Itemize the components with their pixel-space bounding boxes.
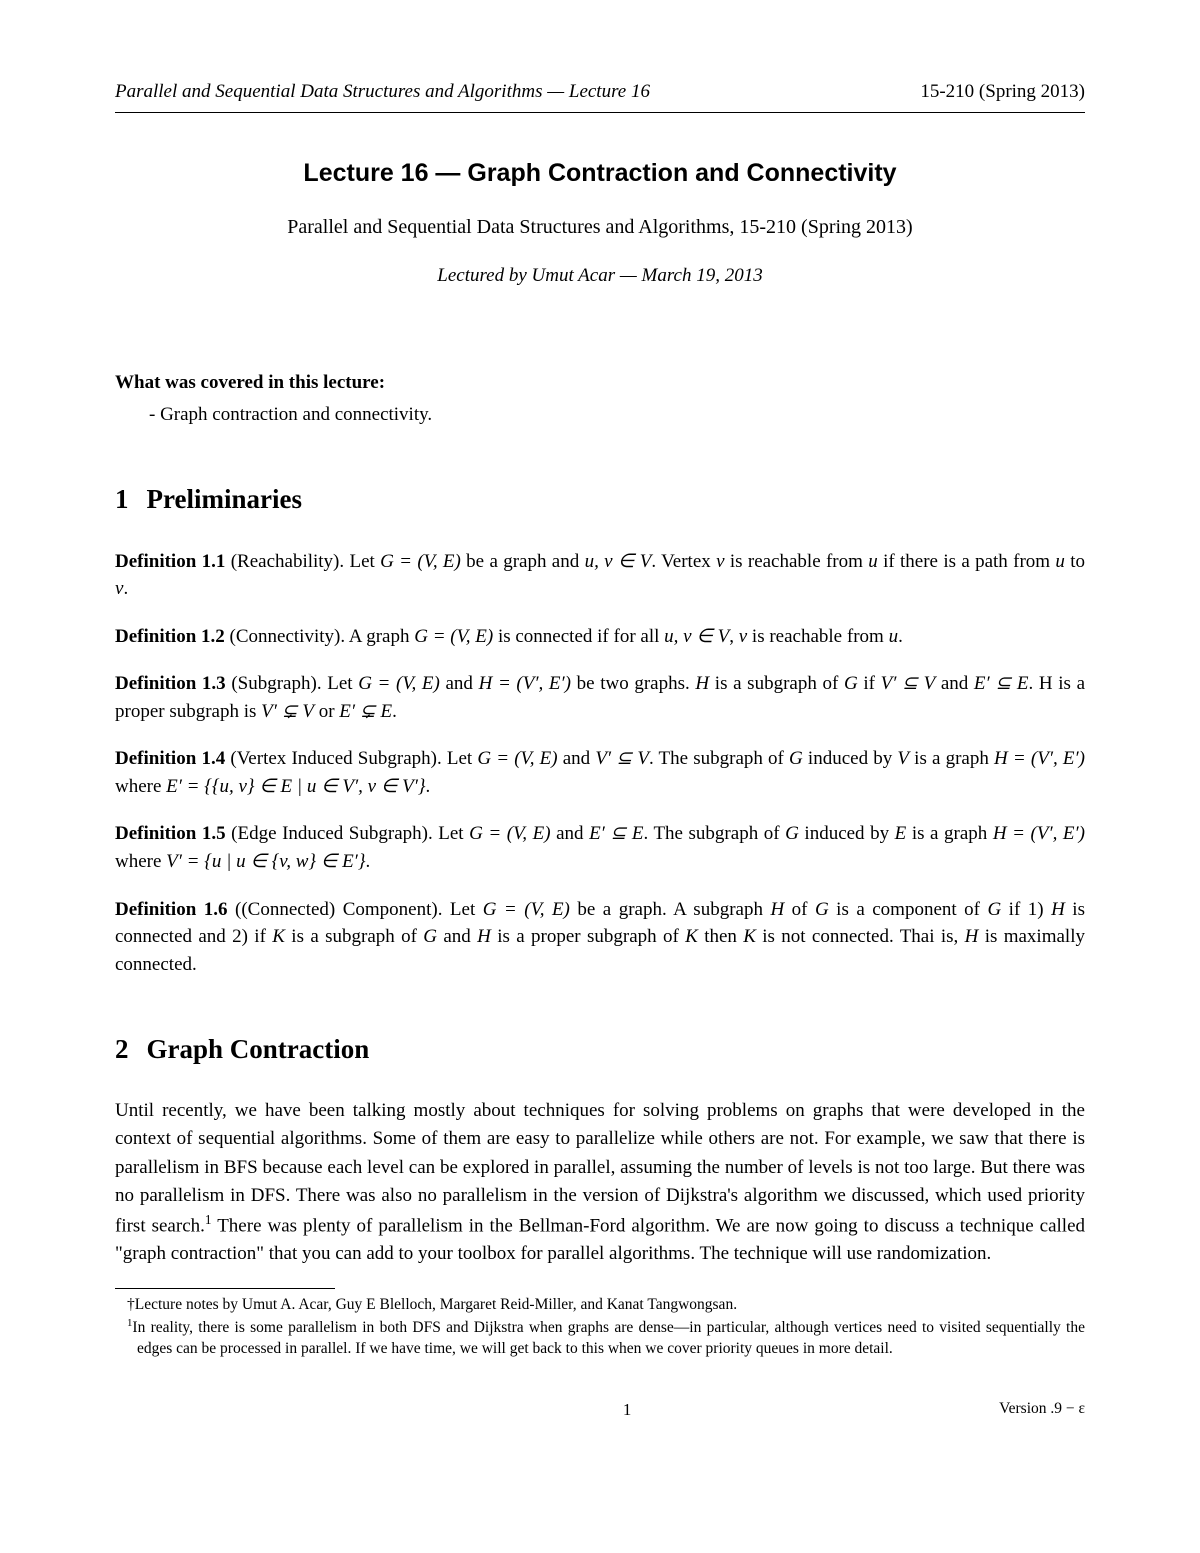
running-header: Parallel and Sequential Data Structures … [115, 78, 1085, 113]
footnote-dagger: †Lecture notes by Umut A. Acar, Guy E Bl… [137, 1295, 1085, 1316]
lecture-byline: Lectured by Umut Acar — March 19, 2013 [115, 262, 1085, 290]
def-label: Definition 1.3 [115, 673, 226, 694]
running-header-left: Parallel and Sequential Data Structures … [115, 78, 650, 106]
lecture-subtitle: Parallel and Sequential Data Structures … [115, 213, 1085, 242]
definition-1-2: Definition 1.2 (Connectivity). A graph G… [115, 623, 1085, 651]
section-2-paragraph: Until recently, we have been talking mos… [115, 1097, 1085, 1268]
definition-1-5: Definition 1.5 (Edge Induced Subgraph). … [115, 820, 1085, 875]
definition-1-1: Definition 1.1 (Reachability). Let G = (… [115, 548, 1085, 603]
section-1-heading: 1 Preliminaries [115, 480, 1085, 519]
section-2-number: 2 [115, 1030, 129, 1069]
def-label: Definition 1.1 [115, 551, 225, 572]
section-2-heading: 2 Graph Contraction [115, 1030, 1085, 1069]
def-label: Definition 1.5 [115, 823, 226, 844]
section-2-title: Graph Contraction [147, 1034, 370, 1064]
definition-1-4: Definition 1.4 (Vertex Induced Subgraph)… [115, 745, 1085, 800]
lecture-title: Lecture 16 — Graph Contraction and Conne… [115, 155, 1085, 191]
version-label: Version .9 − ε [999, 1398, 1085, 1423]
definition-1-6: Definition 1.6 ((Connected) Component). … [115, 896, 1085, 979]
footnote-ref-1: 1 [205, 1212, 212, 1227]
def-label: Definition 1.2 [115, 626, 225, 647]
footnote-rule [115, 1288, 335, 1289]
covered-heading: What was covered in this lecture: [115, 369, 1085, 397]
running-header-right: 15-210 (Spring 2013) [920, 78, 1085, 106]
section-1-title: Preliminaries [147, 484, 302, 514]
section-1-number: 1 [115, 480, 129, 519]
def-label: Definition 1.6 [115, 899, 228, 920]
page-number: 1 [255, 1398, 999, 1423]
footnote-1: 1In reality, there is some parallelism i… [137, 1316, 1085, 1360]
def-label: Definition 1.4 [115, 748, 225, 769]
page-footer: 1 Version .9 − ε [115, 1398, 1085, 1423]
covered-list-item: - Graph contraction and connectivity. [149, 401, 1085, 429]
definition-1-3: Definition 1.3 (Subgraph). Let G = (V, E… [115, 670, 1085, 725]
